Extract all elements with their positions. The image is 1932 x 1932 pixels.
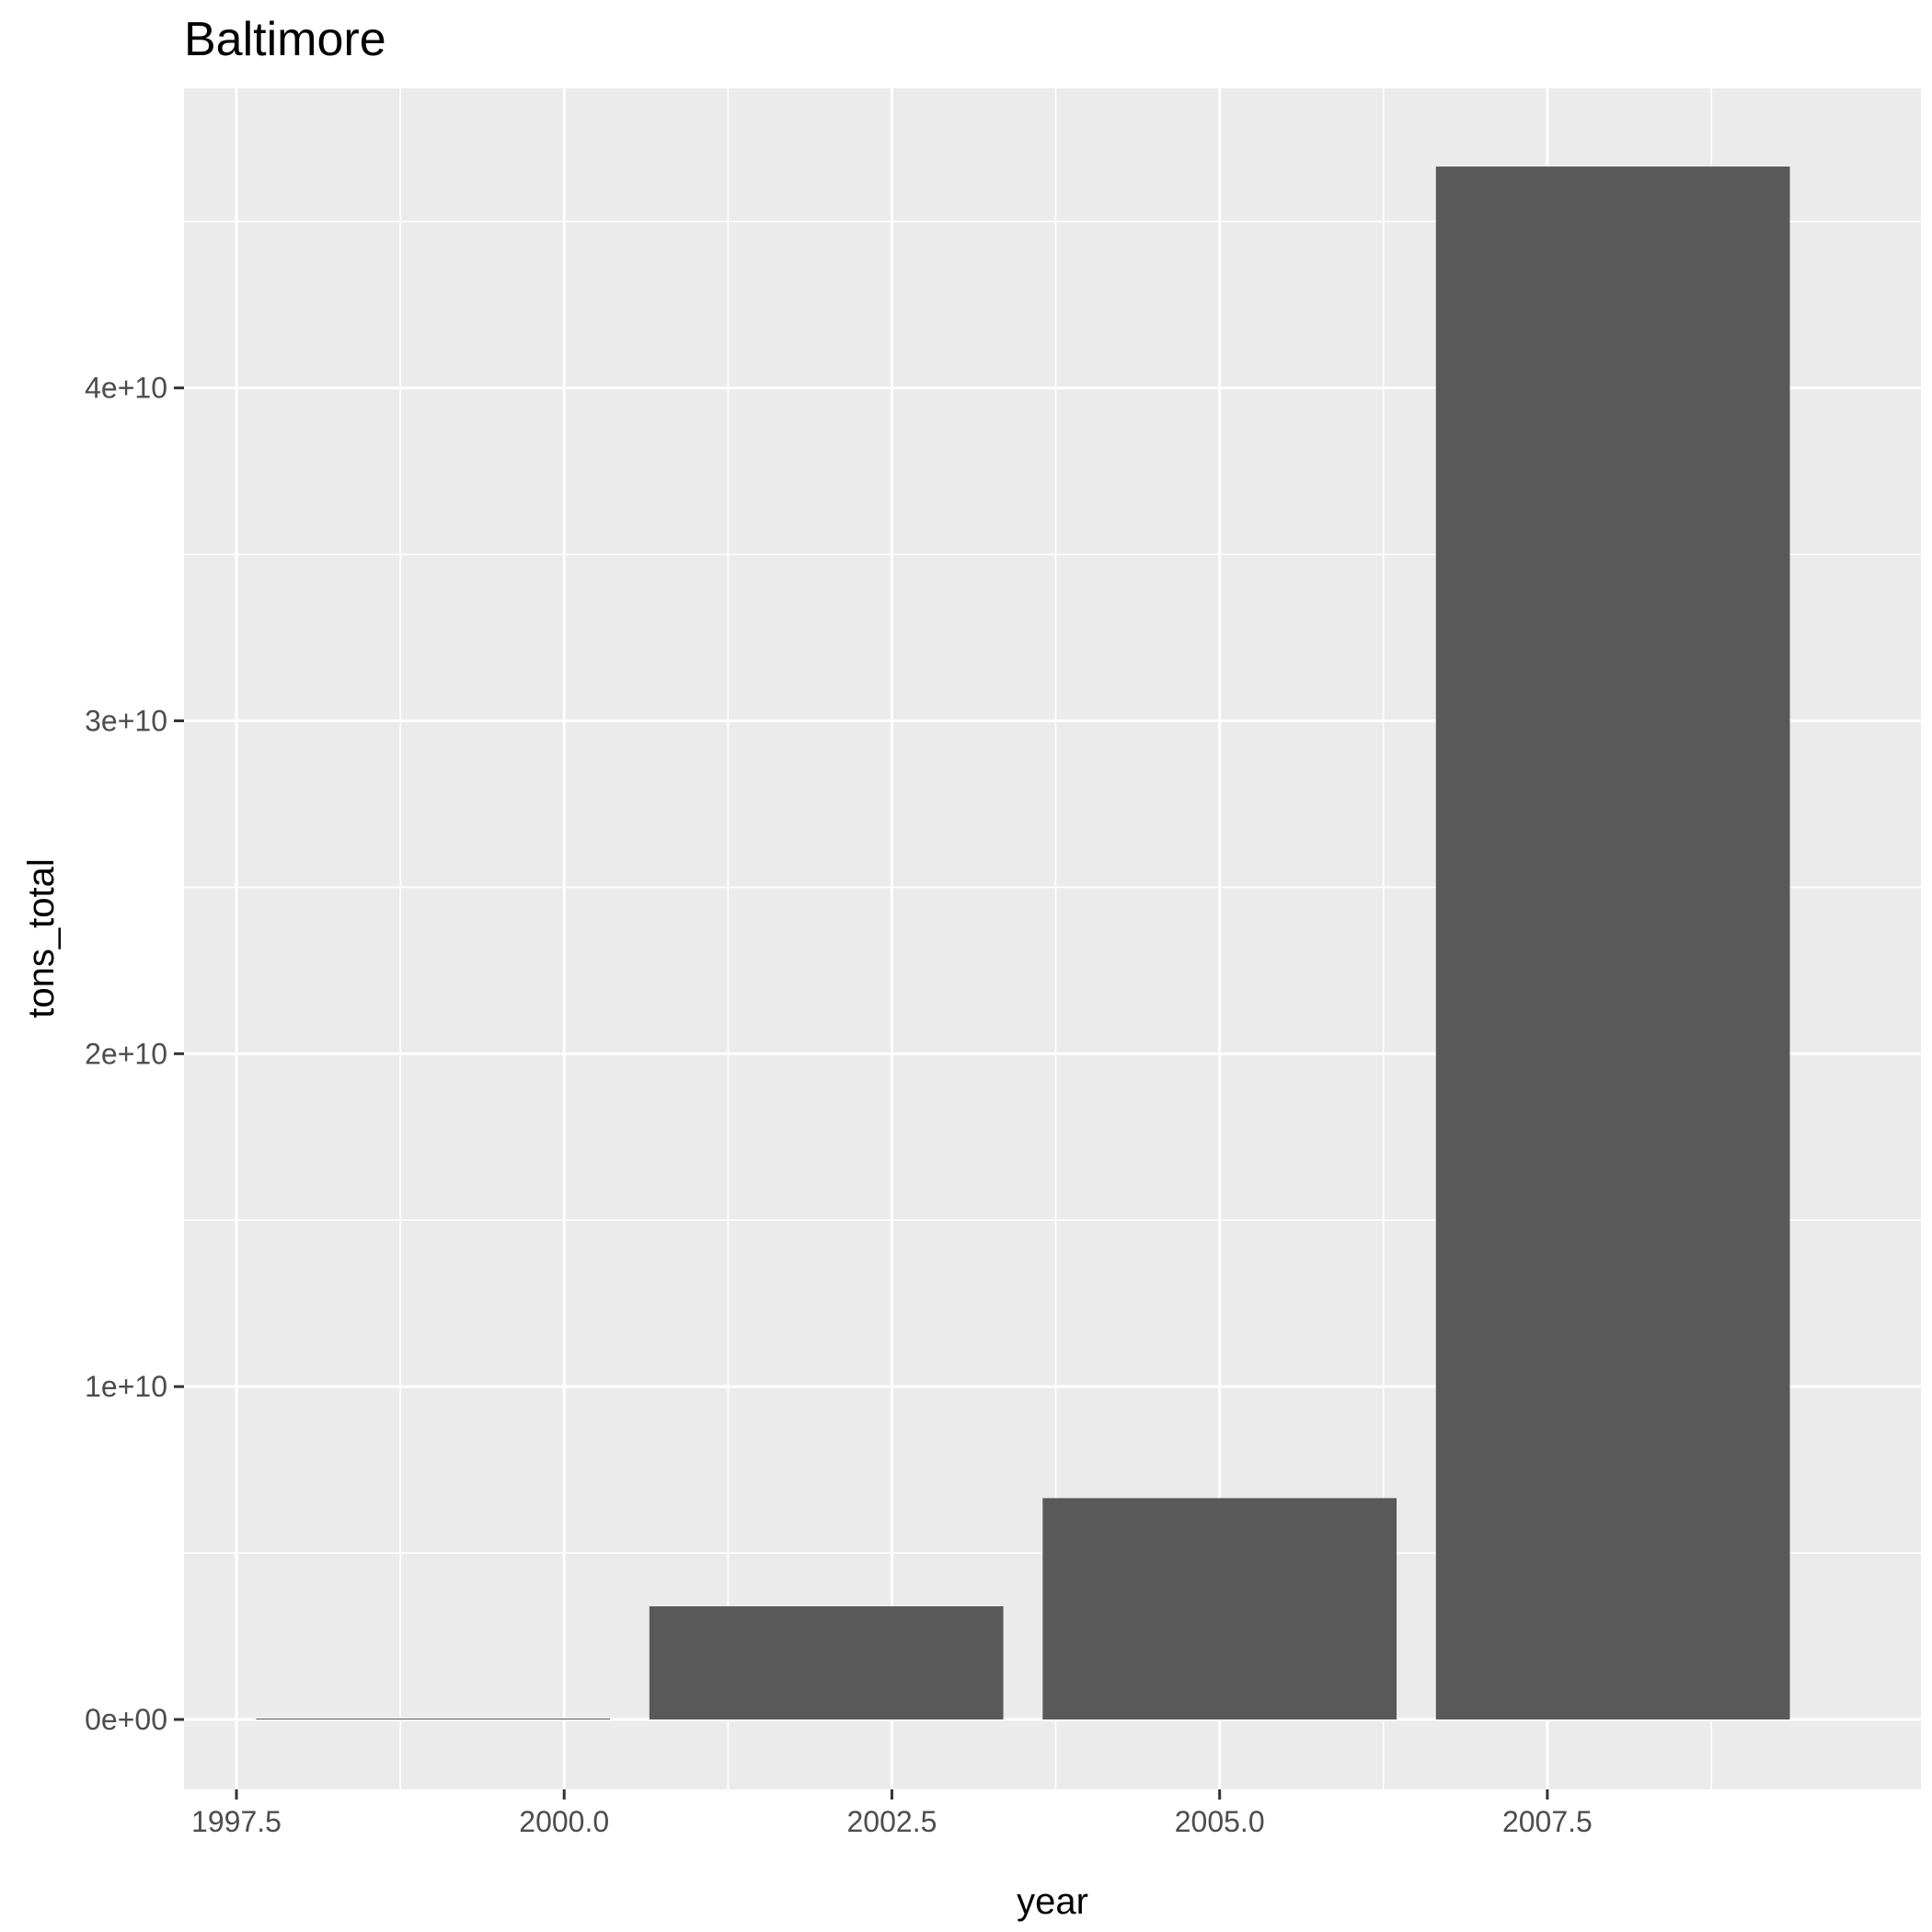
y-axis: 0e+00 1e+10 2e+10 3e+10 4e+10: [85, 372, 184, 1736]
bar: [1042, 1498, 1397, 1720]
bar: [649, 1605, 1004, 1720]
bars: [256, 167, 1790, 1720]
x-tick-label: 1997.5: [191, 1805, 282, 1838]
x-tick-label: 2007.5: [1502, 1805, 1593, 1838]
bar: [1435, 167, 1790, 1720]
x-tick-label: 2005.0: [1175, 1805, 1265, 1838]
y-tick-label: 4e+10: [85, 372, 167, 405]
y-tick-label: 3e+10: [85, 704, 167, 737]
y-axis-title: tons_total: [21, 858, 62, 1018]
y-tick-label: 0e+00: [85, 1703, 167, 1736]
chart-title: Baltimore: [184, 13, 386, 66]
y-tick-label: 1e+10: [85, 1370, 167, 1403]
x-tick-label: 2000.0: [519, 1805, 609, 1838]
x-tick-label: 2002.5: [847, 1805, 937, 1838]
y-tick-label: 2e+10: [85, 1037, 167, 1070]
x-axis: 1997.5 2000.0 2002.5 2005.0 2007.5: [191, 1789, 1593, 1838]
x-axis-title: year: [1017, 1881, 1088, 1922]
